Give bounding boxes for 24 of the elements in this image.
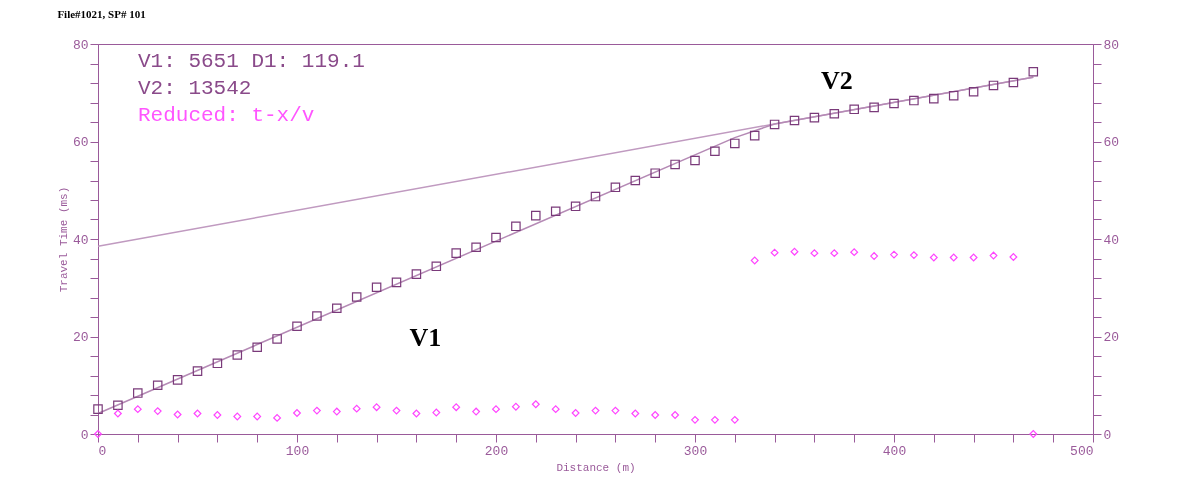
y-tick-label: 80 — [72, 37, 89, 53]
y2-tick-label: 0 — [1103, 427, 1112, 443]
y2-tick-label: 80 — [1103, 37, 1120, 53]
y-tick-label: 0 — [80, 427, 89, 443]
x-tick-label: 300 — [683, 443, 708, 459]
y-tick-label: 40 — [72, 232, 89, 248]
series-label: V1 — [409, 322, 442, 352]
annotation: V1: 5651 D1: 119.1 — [138, 50, 365, 73]
y2-tick-label: 20 — [1103, 330, 1120, 345]
annotation: V2: 13542 — [138, 77, 252, 100]
series-label: V2 — [821, 65, 853, 95]
y2-tick-label: 60 — [1103, 135, 1120, 150]
chart-title: File#1021, SP# 101 — [57, 8, 146, 20]
y-tick-label: 60 — [72, 135, 89, 150]
x-tick-label: 100 — [285, 443, 310, 459]
x-tick-label: 200 — [484, 443, 509, 459]
x-tick-label: 500 — [1070, 443, 1094, 459]
y2-tick-label: 40 — [1103, 232, 1120, 248]
annotation: Reduced: t-x/v — [138, 104, 315, 127]
x-tick-label: 400 — [882, 443, 907, 459]
x-tick-label: 0 — [98, 443, 107, 459]
y-axis-title: Travel Time (ms) — [57, 186, 70, 293]
x-axis-title: Distance (m) — [556, 461, 636, 474]
y-tick-label: 20 — [72, 330, 89, 345]
